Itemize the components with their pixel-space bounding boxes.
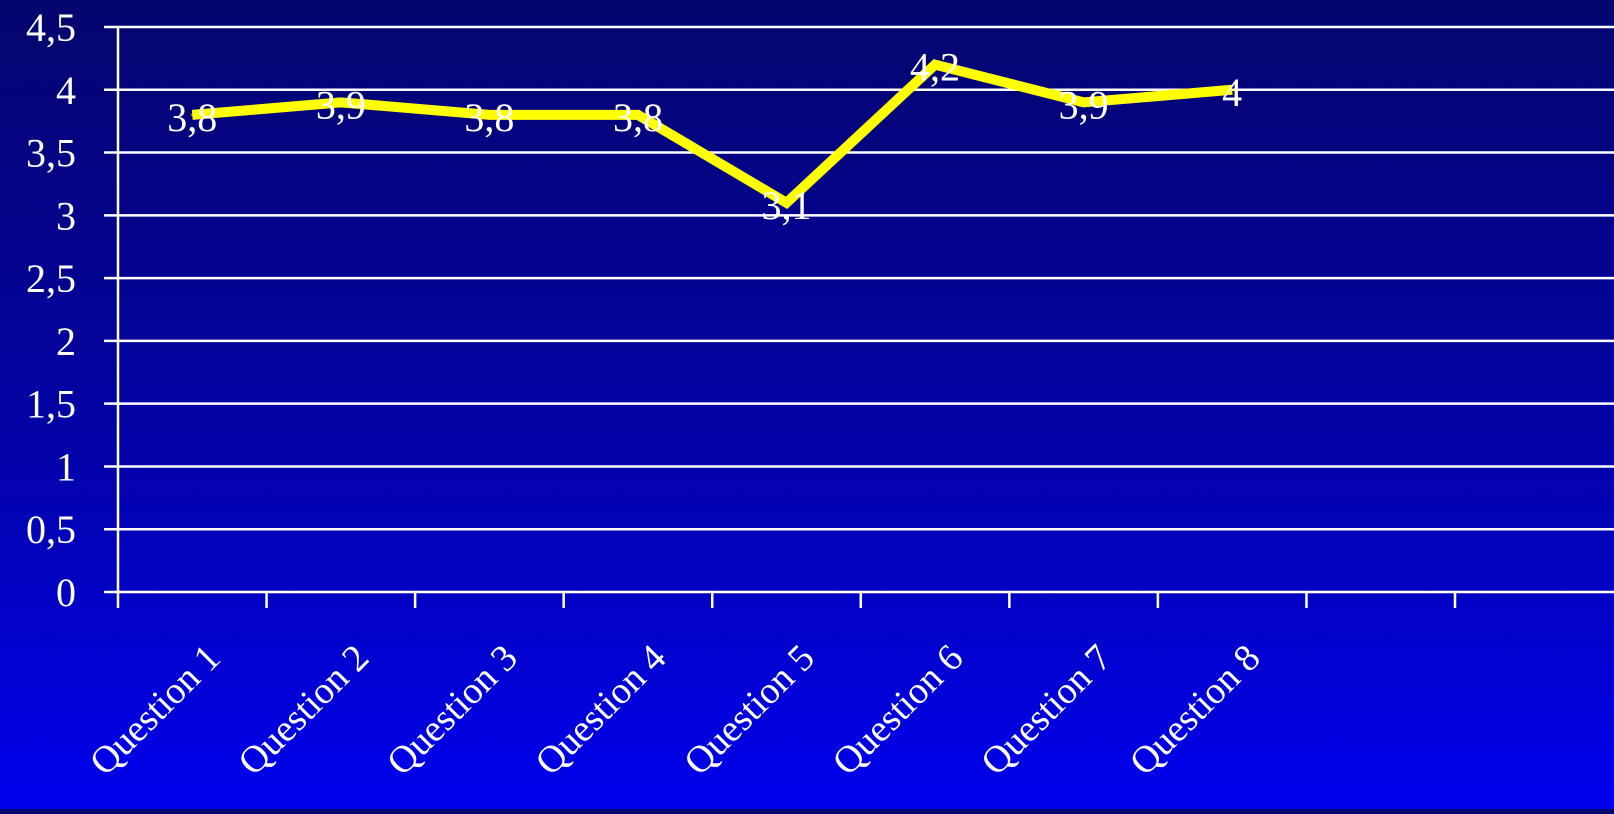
data-label: 3,8: [464, 95, 514, 140]
x-tick-label: Question 1: [82, 637, 229, 784]
x-tick-label: Question 8: [1122, 637, 1269, 784]
data-label: 3,9: [316, 82, 366, 127]
y-tick-label: 2: [56, 319, 76, 364]
y-tick-label: 1,5: [26, 382, 76, 427]
x-tick-label: Question 4: [527, 637, 674, 784]
data-point: [636, 113, 639, 116]
y-tick-label: 2,5: [26, 256, 76, 301]
x-tick-label: Question 6: [825, 637, 972, 784]
gridlines: [104, 25, 1614, 594]
data-labels: 3,8 3,9 3,8 3,8 3,1 4,2 3,9 4: [167, 45, 1242, 228]
data-point: [1231, 88, 1234, 91]
y-tick-label: 3: [56, 193, 76, 238]
data-point: [934, 63, 937, 66]
axes: [116, 27, 1457, 608]
x-axis-tick-labels: Question 1 Question 2 Question 3 Question 4…: [82, 637, 1269, 784]
data-label: 3,1: [762, 183, 812, 228]
y-tick-label: 3,5: [26, 131, 76, 176]
x-tick-label: Question 2: [230, 637, 377, 784]
y-tick-label: 4,5: [26, 5, 76, 50]
data-point: [339, 101, 342, 104]
y-tick-label: 4: [56, 68, 76, 113]
data-point: [488, 113, 491, 116]
data-point: [1082, 101, 1085, 104]
series-lines: [191, 59, 1234, 209]
data-label: 3,9: [1059, 82, 1109, 127]
data-point: [191, 113, 194, 116]
series-line: [191, 59, 1233, 209]
x-tick-label: Question 5: [676, 637, 823, 784]
data-label: 3,8: [613, 95, 663, 140]
y-tick-label: 0,5: [26, 507, 76, 552]
y-axis-tick-labels: 0 0,5 1 1,5 2 2,5 3 3,5 4 4,5: [26, 5, 76, 615]
x-tick-label: Question 3: [379, 637, 526, 784]
data-label: 4,2: [910, 45, 960, 90]
data-point: [785, 201, 788, 204]
data-label: 4: [1222, 70, 1242, 115]
x-tick-label: Question 7: [973, 637, 1120, 784]
y-tick-label: 1: [56, 444, 76, 489]
y-tick-label: 0: [56, 570, 76, 615]
data-label: 3,8: [167, 95, 217, 140]
